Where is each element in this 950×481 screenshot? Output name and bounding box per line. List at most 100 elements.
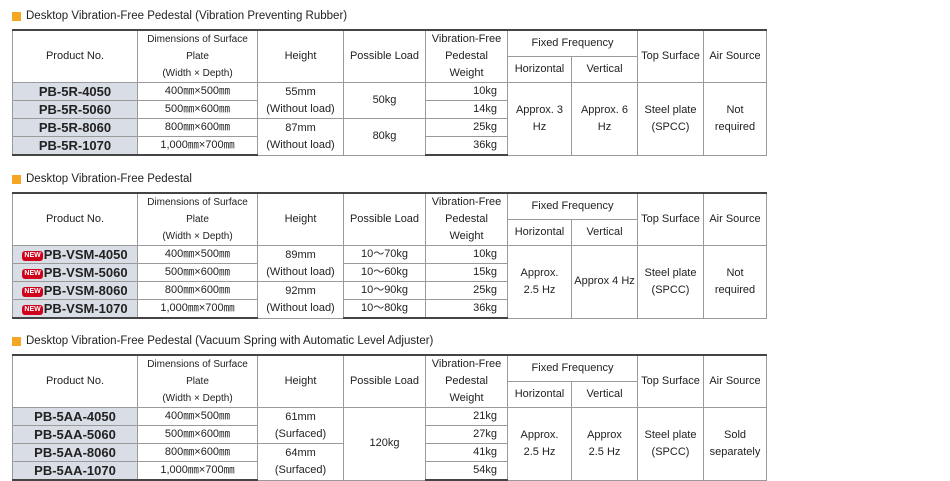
dimensions-cell: 500㎜×600㎜ [137,263,258,282]
air-source-cell: Sold separately [703,407,767,481]
cell-line: 92mm [285,284,316,297]
cell-line: Approx [587,428,622,441]
cell-line: Not required [714,266,756,296]
table-head: Product No. Dimensions of Surface Plate (W… [12,29,767,83]
cell-line: Dimensions of Surface Plate [147,359,248,387]
product-no: PB-5R-4050 [38,84,112,99]
top-surface-cell: Steel plate (SPCC) [637,82,704,156]
weight-cell: 25kg [425,118,508,137]
header-row: Horizontal Vertical [13,56,767,83]
spec-table: Product No. Dimensions of Surface Plate (W… [12,354,767,481]
cell-line: (SPCC) [651,283,690,296]
section: Desktop Vibration-Free Pedestal (Vacuum … [12,333,767,481]
data-row: PB-5AA-4050 400㎜×500㎜ 61mm (Surfaced) 120kg 2… [12,407,767,481]
load-cell: 10～90kg [343,281,426,300]
header-cell: Vertical [571,219,638,246]
data-row: NEW PB-VSM-4050 400㎜×500㎜ 89mm (Without load… [12,245,767,319]
product-cell: PB-5R-1070 [12,136,138,156]
data-row: NEW PB-VSM-5060 500㎜×600㎜ 10～60kg 15kg [12,263,767,282]
header-cell: Possible Load [343,192,426,246]
weight-cell: 41kg [425,443,508,462]
weight-cell: 21kg [425,407,508,426]
load-cell: 10～80kg [343,299,426,319]
header-cell: Horizontal [507,381,572,408]
dimensions-cell: 500㎜×600㎜ [137,425,258,444]
product-cell: NEW PB-VSM-4050 [12,245,138,264]
table-head: Product No. Dimensions of Surface Plate (W… [12,354,767,408]
new-badge: NEW [22,268,43,279]
cell-line: (Without load) [266,265,335,278]
product-cell: NEW PB-VSM-8060 [12,281,138,300]
header-row: Product No. Dimensions of Surface Plate (W… [12,354,767,408]
load-cell: 80kg [343,118,426,156]
cell-line: Sold [723,428,747,441]
dimensions-cell: 1,000㎜×700㎜ [137,461,258,481]
product-no: PB-VSM-5060 [43,265,128,280]
cell-line: (Surfaced) [274,463,327,476]
product-cell: PB-5R-4050 [12,82,138,101]
product-cell: NEW PB-VSM-1070 [12,299,138,319]
dimensions-cell: 400㎜×500㎜ [137,245,258,264]
header-cell: Vibration-Free Pedestal Weight [425,29,508,83]
header-cell: Vertical [571,381,638,408]
weight-cell: 15kg [425,263,508,282]
header-cell: Vertical [571,56,638,83]
weight-cell: 27kg [425,425,508,444]
header-cell: Horizontal [507,219,572,246]
cell-line: 61mm [285,410,316,423]
load-cell: 120kg [343,407,426,481]
table-head: Product No. Dimensions of Surface Plate (W… [12,192,767,246]
cell-line: (SPCC) [651,445,690,458]
product-no: PB-5AA-8060 [34,445,116,460]
product-no: PB-VSM-4050 [43,247,128,262]
header-cell: Dimensions of Surface Plate (Width × Dept… [137,192,258,246]
product-cell: NEW PB-VSM-5060 [12,263,138,282]
horizontal-cell: Approx. 2.5 Hz [507,407,572,481]
height-cell: 64mm (Surfaced) [257,443,344,481]
weight-cell: 10kg [425,82,508,101]
cell-line: Approx. [520,428,559,441]
header-cell: Vibration-Free Pedestal Weight [425,192,508,246]
header-cell: Air Source [703,29,767,83]
cell-line: (Width × Depth) [162,231,233,242]
product-cell: PB-5AA-4050 [12,407,138,426]
weight-cell: 54kg [425,461,508,481]
cell-line: (Without load) [266,138,335,151]
title-text: Desktop Vibration-Free Pedestal (Vibrati… [26,10,348,22]
dimensions-cell: 1,000㎜×700㎜ [137,136,258,156]
header-cell: Top Surface [637,192,704,246]
dimensions-cell: 400㎜×500㎜ [137,82,258,101]
height-cell: 92mm (Without load) [257,281,344,319]
product-cell: PB-5R-5060 [12,100,138,119]
top-surface-cell: Steel plate (SPCC) [637,245,704,319]
cell-line: Dimensions of Surface Plate [147,197,248,225]
bullet [12,174,21,184]
vertical-cell: Approx. 6 Hz [571,82,638,156]
cell-line: 2.5 Hz [523,283,556,296]
table-body: PB-5AA-4050 400㎜×500㎜ 61mm (Surfaced) 120kg 2… [12,407,767,481]
product-no: PB-5R-8060 [38,120,112,135]
bullet [12,336,21,346]
header-cell: Dimensions of Surface Plate (Width × Dept… [137,354,258,408]
product-no: PB-5AA-5060 [34,427,116,442]
data-row: PB-5R-8060 800㎜×600㎜ 87mm (Without load) 80k… [12,118,767,156]
cell-line: Steel plate [644,266,697,279]
header-cell: Air Source [703,192,767,246]
data-row: PB-5R-4050 400㎜×500㎜ 55mm (Without load) 50k… [12,82,767,156]
header-cell: Fixed Frequency [507,354,638,383]
section: Desktop Vibration-Free Pedestal Product N… [12,171,767,319]
header-cell: Height [257,192,344,246]
product-cell: PB-5AA-1070 [12,461,138,481]
weight-cell: 36kg [425,136,508,156]
new-badge: NEW [22,286,43,297]
dimensions-cell: 500㎜×600㎜ [137,100,258,119]
height-cell: 87mm (Without load) [257,118,344,156]
cell-line: 64mm [285,446,316,459]
data-row: PB-5R-5060 500㎜×600㎜ 14kg [12,100,767,119]
height-cell: 61mm (Surfaced) [257,407,344,444]
vertical-cell: Approx 2.5 Hz [571,407,638,481]
data-row: PB-5R-1070 1,000㎜×700㎜ 36kg [12,136,767,156]
weight-cell: 25kg [425,281,508,300]
product-no: PB-5R-1070 [38,138,112,153]
